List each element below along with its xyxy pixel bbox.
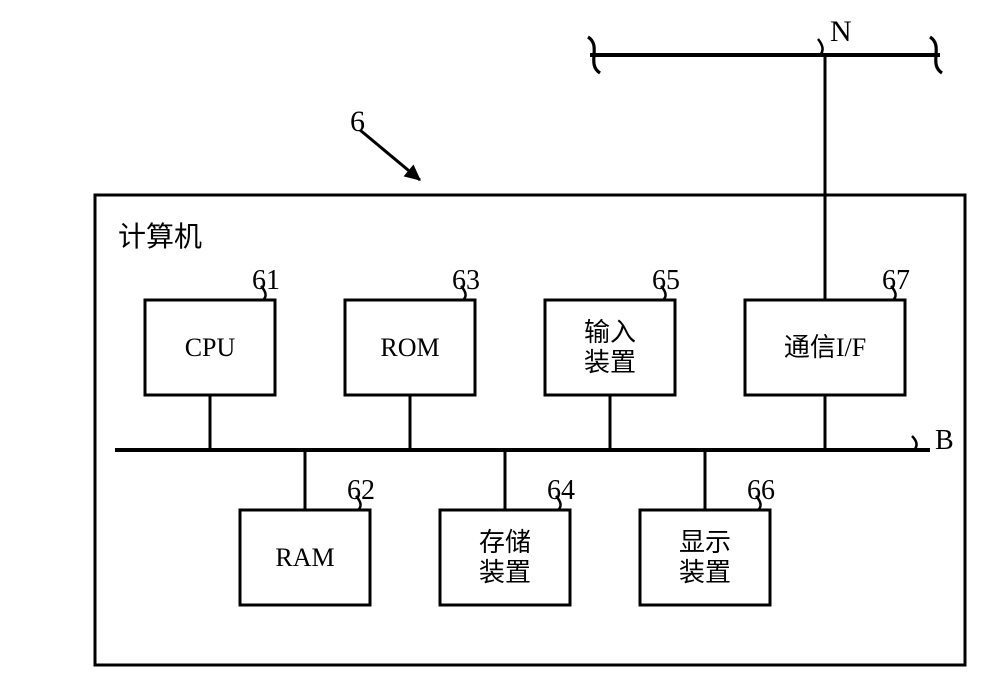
comm-label: 通信I/F — [784, 333, 866, 363]
bus-label-tick — [912, 436, 917, 450]
disp-box: 显示 装置 — [640, 510, 770, 605]
network-label: N — [830, 15, 852, 49]
ref-label-disp: 66 — [747, 475, 775, 507]
ref-label-ram: 62 — [347, 475, 375, 507]
ref-label-store: 64 — [547, 475, 575, 507]
network-label-tick — [818, 39, 823, 55]
cpu-box: CPU — [145, 300, 275, 395]
ref-label-rom: 63 — [452, 265, 480, 297]
ref-label-comm: 67 — [882, 265, 910, 297]
store-box: 存储 装置 — [440, 510, 570, 605]
store-label: 存储 装置 — [479, 528, 531, 588]
computer-label: 计算机 — [118, 215, 202, 255]
rom-label: ROM — [380, 333, 439, 363]
ref-label-cpu: 61 — [252, 265, 280, 297]
input-box: 输入 装置 — [545, 300, 675, 395]
bus-label: B — [935, 425, 954, 457]
input-label: 输入 装置 — [584, 318, 636, 378]
disp-label: 显示 装置 — [679, 528, 731, 588]
comm-box: 通信I/F — [745, 300, 905, 395]
ram-box: RAM — [240, 510, 370, 605]
ram-label: RAM — [275, 543, 334, 573]
rom-box: ROM — [345, 300, 475, 395]
main-ref-label: 6 — [350, 105, 365, 139]
cpu-label: CPU — [185, 333, 236, 363]
ref-label-input: 65 — [652, 265, 680, 297]
